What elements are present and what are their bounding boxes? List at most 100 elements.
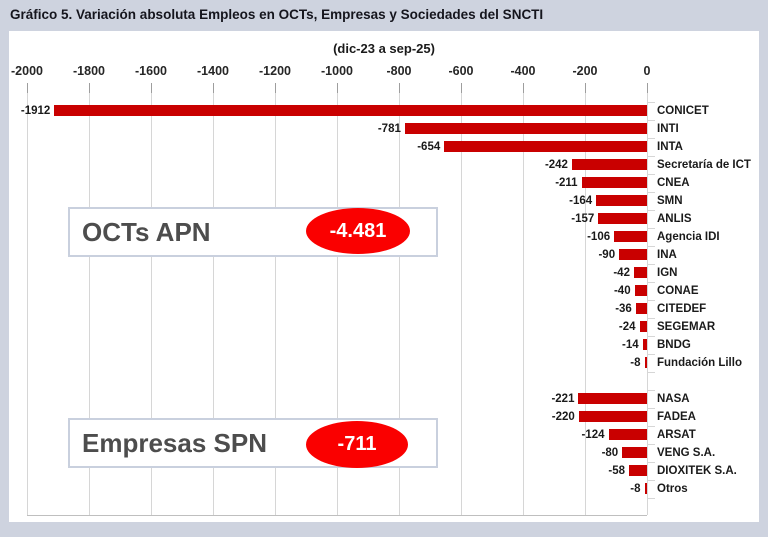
bar xyxy=(619,249,647,260)
group-label-octs-apn: OCTs APN xyxy=(82,216,211,247)
bar-value-label: -42 xyxy=(613,267,630,279)
axis-tick-label: -1200 xyxy=(259,64,291,78)
bar xyxy=(571,159,647,170)
axis-tick-label: -1000 xyxy=(321,64,353,78)
bar-value-label: -654 xyxy=(417,141,441,153)
category-label: VENG S.A. xyxy=(657,447,716,459)
category-label: Otros xyxy=(657,483,688,495)
category-tick xyxy=(647,498,655,499)
bar xyxy=(578,411,647,422)
bar xyxy=(634,285,647,296)
total-value-empresas-spn: -711 xyxy=(337,433,377,455)
bar-value-label: -781 xyxy=(377,123,401,135)
gridline xyxy=(461,93,462,515)
bar xyxy=(614,231,647,242)
bar xyxy=(629,465,647,476)
category-label: Agencia IDI xyxy=(657,231,720,243)
axis-tick-label: 0 xyxy=(643,64,651,78)
chart-title: Gráfico 5. Variación absoluta Empleos en… xyxy=(10,7,544,22)
category-label: FADEA xyxy=(657,411,696,423)
category-tick xyxy=(647,264,655,265)
category-tick xyxy=(647,372,655,373)
category-tick xyxy=(647,408,655,409)
axis-tick-label: -600 xyxy=(448,64,474,78)
category-tick xyxy=(647,156,655,157)
gridline xyxy=(213,93,214,515)
category-label: CONICET xyxy=(657,105,709,117)
bar-value-label: -211 xyxy=(555,177,578,189)
axis-tick-label: -1400 xyxy=(197,64,229,78)
bar xyxy=(639,321,647,332)
axis-tick-mark xyxy=(27,83,28,93)
category-tick xyxy=(647,480,655,481)
gridline xyxy=(27,93,28,515)
axis-tick-label: -1800 xyxy=(73,64,105,78)
gridline xyxy=(647,93,648,515)
category-tick xyxy=(647,390,655,391)
category-label: NASA xyxy=(657,393,690,405)
axis-tick-mark xyxy=(151,83,152,93)
bar xyxy=(633,267,647,278)
category-tick xyxy=(647,282,655,283)
category-label: DIOXITEK S.A. xyxy=(657,465,737,477)
axis-tick-mark xyxy=(647,83,648,93)
gridline xyxy=(523,93,524,515)
gridline xyxy=(337,93,338,515)
category-tick xyxy=(647,336,655,337)
axis-tick-mark xyxy=(213,83,214,93)
bar-value-label: -164 xyxy=(569,195,593,207)
axis-tick-label: -2000 xyxy=(11,64,43,78)
bar xyxy=(444,141,647,152)
total-value-octs-apn: -4.481 xyxy=(329,219,387,242)
chart-panel: (dic-23 a sep-25) -2000 -1800 -1600 -1400 -1… xyxy=(9,31,759,522)
bar-value-label: -90 xyxy=(598,249,616,261)
group-label-empresas-spn: Empresas SPN xyxy=(82,427,267,458)
gridline xyxy=(275,93,276,515)
category-tick xyxy=(647,246,655,247)
bar-value-label: -221 xyxy=(551,393,575,405)
category-label: INTA xyxy=(657,141,683,153)
axis-tick-mark xyxy=(523,83,524,93)
bar xyxy=(644,357,647,368)
category-label: Secretaría de ICT xyxy=(657,159,751,171)
category-tick xyxy=(647,300,655,301)
category-label: INTI xyxy=(657,123,679,135)
bar-value-label: -8 xyxy=(630,357,641,369)
category-tick xyxy=(647,444,655,445)
category-tick xyxy=(647,192,655,193)
bar xyxy=(608,429,647,440)
bar xyxy=(635,303,647,314)
category-label: SEGEMAR xyxy=(657,321,716,333)
gridline xyxy=(399,93,400,515)
bar xyxy=(578,393,647,404)
category-label: Fundación Lillo xyxy=(657,357,742,369)
gridline xyxy=(89,93,90,515)
axis-tick-label: -400 xyxy=(510,64,536,78)
bar-value-label: -1912 xyxy=(20,105,51,117)
category-tick xyxy=(647,318,655,319)
bar-value-label: -106 xyxy=(587,231,611,243)
chart-subtitle: (dic-23 a sep-25) xyxy=(333,41,435,56)
category-label: ARSAT xyxy=(657,429,696,441)
bar xyxy=(622,447,647,458)
axis-tick-label: -800 xyxy=(386,64,412,78)
axis-tick-label: -200 xyxy=(572,64,598,78)
bar xyxy=(642,339,647,350)
total-badge-empresas-spn: -711 xyxy=(306,421,408,468)
axis-tick-mark xyxy=(337,83,338,93)
category-label: CONAE xyxy=(657,285,699,297)
bar-value-label: -58 xyxy=(608,465,626,477)
bar-value-label: -242 xyxy=(544,159,568,171)
axis-tick-mark xyxy=(275,83,276,93)
axis-tick-label: -1600 xyxy=(135,64,167,78)
bar-value-label: -14 xyxy=(622,339,639,351)
bar-value-label: -124 xyxy=(581,429,605,441)
bar-value-label: -36 xyxy=(615,303,632,315)
category-label: IGN xyxy=(657,267,678,279)
bar-value-label: -220 xyxy=(551,411,575,423)
gridline xyxy=(585,93,586,515)
bar xyxy=(644,483,647,494)
bar-value-label: -8 xyxy=(630,483,641,495)
gridline xyxy=(151,93,152,515)
